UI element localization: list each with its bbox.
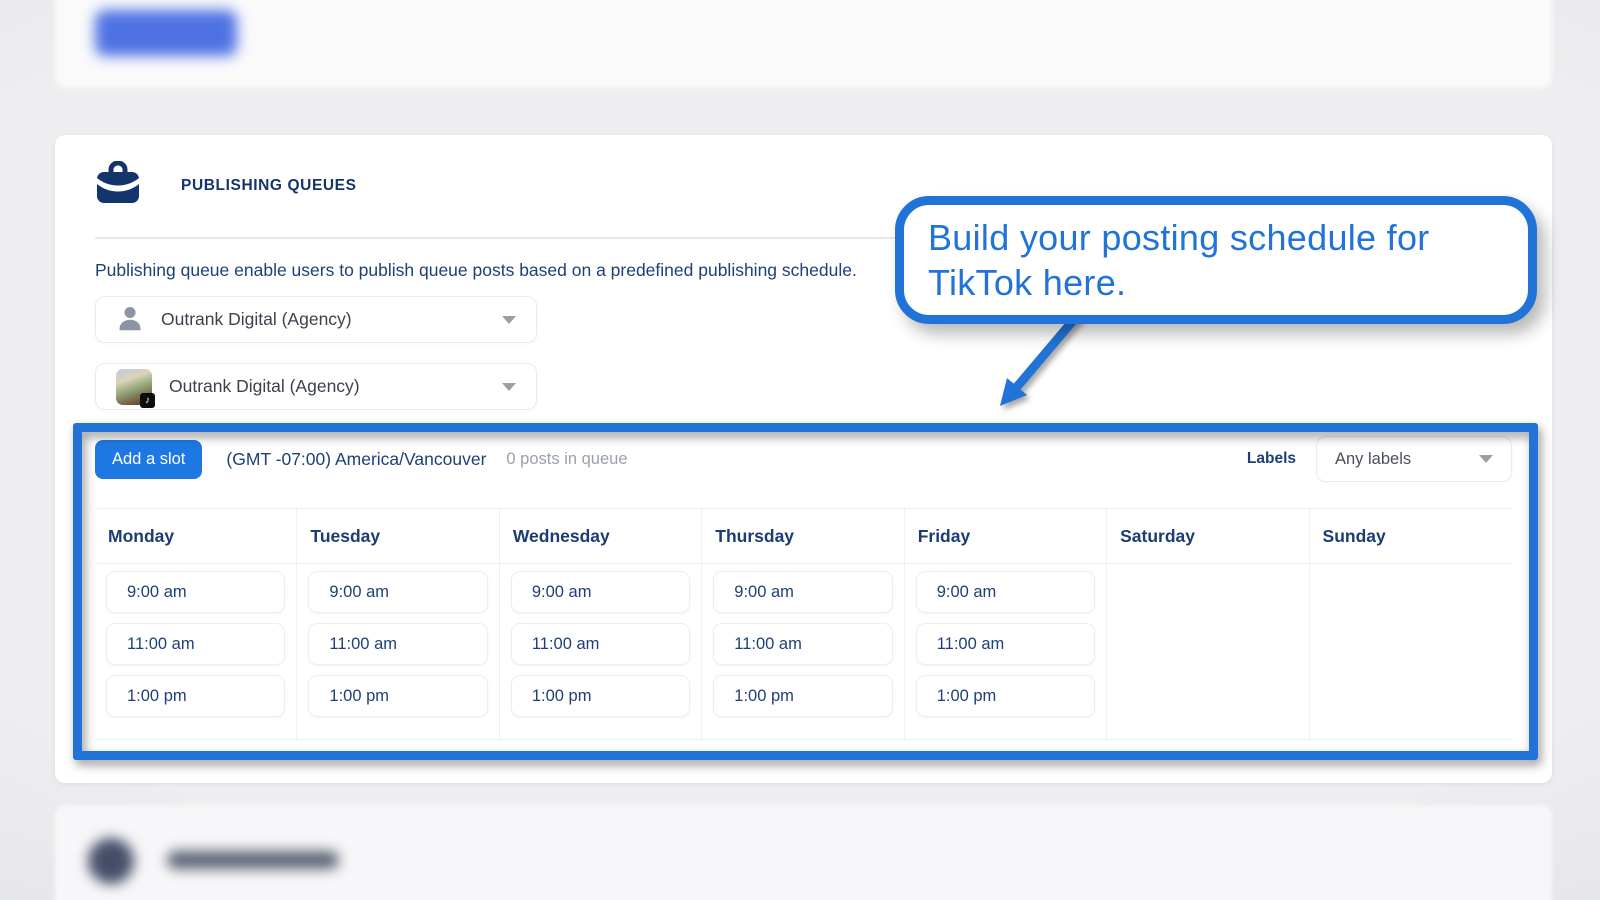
queue-description: Publishing queue enable users to publish… [95, 260, 857, 280]
day-column: Monday 9:00 am 11:00 am 1:00 pm [95, 509, 298, 739]
time-slot[interactable]: 11:00 am [713, 623, 893, 665]
day-column: Friday 9:00 am 11:00 am 1:00 pm [904, 509, 1108, 739]
day-header: Tuesday [297, 509, 499, 564]
day-slots [1107, 564, 1308, 571]
day-slots: 9:00 am 11:00 am 1:00 pm [95, 564, 296, 717]
day-header: Thursday [702, 509, 904, 564]
time-slot[interactable]: 1:00 pm [713, 675, 893, 717]
labels-label: Labels [1246, 450, 1296, 467]
callout-bubble: Build your posting schedule for TikTok h… [895, 196, 1537, 324]
add-slot-button[interactable]: Add a slot [95, 439, 203, 479]
header-divider [95, 237, 1510, 239]
time-slot[interactable]: 1:00 pm [915, 675, 1096, 717]
chevron-down-icon [502, 315, 516, 324]
labels-dropdown[interactable]: Any labels [1316, 436, 1512, 482]
day-header: Wednesday [499, 509, 702, 564]
channel-selector[interactable]: ♪ Outrank Digital (Agency) [95, 363, 537, 410]
day-header: Sunday [1309, 509, 1511, 564]
day-slots: 9:00 am 11:00 am 1:00 pm [905, 564, 1106, 717]
weekly-schedule-table: Monday 9:00 am 11:00 am 1:00 pm Tuesday 9:00 … [95, 508, 1511, 740]
blurred-section-title [167, 851, 339, 869]
card-header: PUBLISHING QUEUES [95, 160, 357, 210]
time-slot[interactable]: 9:00 am [510, 571, 691, 613]
account-selector-label: Outrank Digital (Agency) [161, 309, 352, 329]
chevron-down-icon [502, 382, 516, 391]
labels-dropdown-value: Any labels [1335, 449, 1412, 468]
time-slot[interactable]: 11:00 am [308, 623, 488, 665]
posts-in-queue-count: 0 posts in queue [506, 449, 628, 468]
time-slot[interactable]: 9:00 am [713, 571, 893, 613]
blurred-primary-button[interactable] [95, 10, 237, 56]
time-slot[interactable]: 1:00 pm [106, 675, 286, 717]
day-header: Friday [904, 509, 1107, 564]
day-column: Thursday 9:00 am 11:00 am 1:00 pm [702, 509, 905, 739]
page-title: PUBLISHING QUEUES [181, 176, 357, 194]
person-icon [116, 303, 144, 336]
blurred-section-icon [88, 838, 134, 884]
tiktok-avatar: ♪ [116, 368, 155, 408]
day-column: Sunday [1309, 509, 1511, 739]
day-slots: 9:00 am 11:00 am 1:00 pm [702, 564, 903, 717]
day-header: Monday [95, 509, 297, 564]
time-slot[interactable]: 11:00 am [510, 623, 691, 665]
account-selector[interactable]: Outrank Digital (Agency) [95, 296, 537, 343]
day-slots [1310, 564, 1511, 571]
time-slot[interactable]: 1:00 pm [308, 675, 488, 717]
day-column: Wednesday 9:00 am 11:00 am 1:00 pm [499, 509, 703, 739]
time-slot[interactable]: 1:00 pm [510, 675, 691, 717]
time-slot[interactable]: 11:00 am [915, 623, 1096, 665]
day-header: Saturday [1107, 509, 1309, 564]
top-blurred-card [55, 0, 1552, 88]
time-slot[interactable]: 9:00 am [915, 571, 1096, 613]
day-column: Saturday [1107, 509, 1310, 739]
callout-text: Build your posting schedule for TikTok h… [928, 217, 1430, 303]
day-slots: 9:00 am 11:00 am 1:00 pm [297, 564, 498, 717]
channel-selector-label: Outrank Digital (Agency) [169, 376, 360, 396]
time-slot[interactable]: 11:00 am [106, 623, 286, 665]
briefcase-icon [95, 160, 141, 210]
bottom-blurred-card [55, 805, 1552, 900]
time-slot[interactable]: 9:00 am [106, 571, 286, 613]
tiktok-note-icon: ♪ [140, 392, 155, 408]
timezone-label: (GMT -07:00) America/Vancouver [226, 448, 487, 469]
chevron-down-icon [1479, 455, 1493, 463]
queue-toolbar: Add a slot (GMT -07:00) America/Vancouve… [95, 435, 1512, 483]
day-slots: 9:00 am 11:00 am 1:00 pm [500, 564, 701, 717]
time-slot[interactable]: 9:00 am [308, 571, 488, 613]
day-column: Tuesday 9:00 am 11:00 am 1:00 pm [297, 509, 500, 739]
